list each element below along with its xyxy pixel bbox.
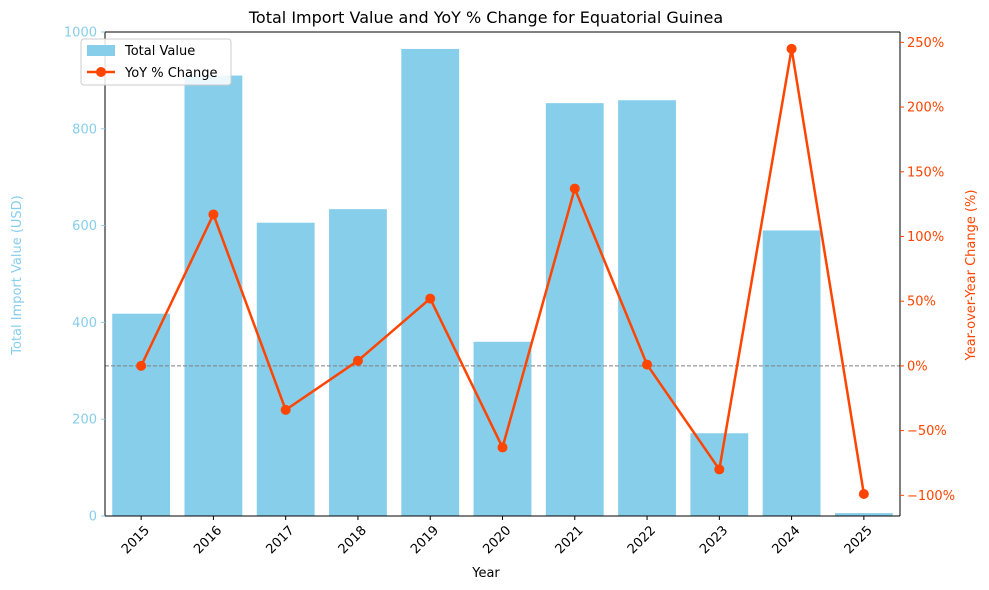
y-left-tick-label: 200	[72, 413, 97, 428]
yoy-point-2017	[280, 404, 291, 415]
yoy-point-2024	[786, 43, 797, 54]
yoy-line-layer	[136, 43, 869, 499]
bar-2019	[401, 48, 460, 516]
bar-2015	[112, 313, 171, 516]
y-left-tick-label: 0	[89, 510, 97, 525]
yoy-point-2021	[569, 183, 580, 194]
y-right-tick-label: 200%	[907, 101, 944, 116]
x-axis-label: Year	[471, 566, 500, 581]
yoy-point-2022	[642, 359, 653, 370]
legend-label-yoy: YoY % Change	[124, 66, 218, 81]
legend-label-total-value: Total Value	[124, 44, 195, 59]
y-right-tick-label: 250%	[907, 36, 944, 51]
bar-2020	[473, 341, 532, 516]
bar-2023	[690, 433, 749, 516]
y-right-tick-label: 150%	[907, 165, 944, 180]
bar-2016	[184, 75, 243, 516]
bar-2022	[618, 100, 676, 516]
bar-2017	[256, 222, 315, 517]
y-axis-right-label: Year-over-Year Change (%)	[964, 190, 979, 362]
bar-2024	[762, 230, 821, 516]
legend-swatch-total-value	[87, 45, 115, 56]
y-left-tick-label: 600	[72, 219, 97, 234]
yoy-point-2020	[497, 442, 508, 453]
bar-2025	[834, 513, 893, 516]
legend-box	[80, 38, 232, 86]
chart-title: Total Import Value and YoY % Change for …	[248, 8, 723, 27]
yoy-point-2025	[858, 489, 869, 499]
bar-2021	[545, 103, 604, 516]
y-left-tick-label: 400	[72, 316, 97, 331]
yoy-point-2018	[352, 355, 363, 366]
y-left-tick-label: 1000	[64, 26, 97, 41]
y-axis-left-label: Total Import Value (USD)	[10, 195, 25, 356]
yoy-point-2019	[425, 293, 436, 304]
legend: Total Value YoY % Change	[80, 38, 232, 86]
y-right-tick-label: 50%	[907, 295, 936, 310]
y-right-tick-label: 100%	[907, 230, 944, 245]
legend-swatch-yoy-marker	[96, 67, 106, 77]
yoy-point-2015	[136, 360, 147, 371]
y-right-tick-label: 0%	[907, 359, 928, 374]
yoy-point-2016	[208, 209, 219, 220]
y-right-tick-label: −50%	[907, 424, 947, 439]
y-left-tick-label: 800	[72, 122, 97, 137]
yoy-point-2023	[714, 464, 725, 475]
y-right-tick-label: −100%	[907, 489, 955, 504]
